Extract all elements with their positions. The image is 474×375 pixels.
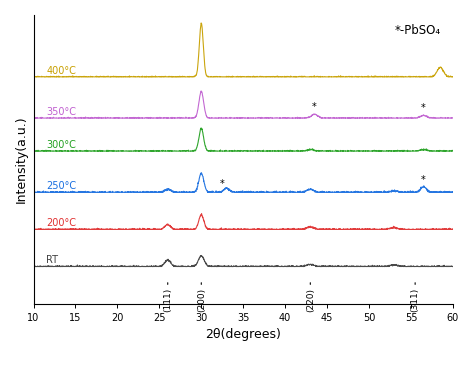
Text: RT: RT	[46, 255, 58, 265]
Text: 400°C: 400°C	[46, 66, 76, 75]
Text: *: *	[312, 102, 317, 112]
Text: *: *	[220, 179, 225, 189]
Y-axis label: Intensity(a.u.): Intensity(a.u.)	[15, 116, 28, 203]
Text: 300°C: 300°C	[46, 140, 76, 150]
X-axis label: 2θ(degrees): 2θ(degrees)	[205, 328, 281, 341]
Text: *: *	[421, 103, 426, 113]
Text: (311): (311)	[410, 288, 419, 312]
Text: 250°C: 250°C	[46, 181, 76, 191]
Text: (111): (111)	[163, 288, 172, 312]
Text: *-PbSO₄: *-PbSO₄	[394, 24, 440, 37]
Text: 350°C: 350°C	[46, 107, 76, 117]
Text: 200°C: 200°C	[46, 218, 76, 228]
Text: (220): (220)	[306, 288, 315, 312]
Text: *: *	[421, 175, 426, 184]
Text: (200): (200)	[197, 288, 206, 312]
